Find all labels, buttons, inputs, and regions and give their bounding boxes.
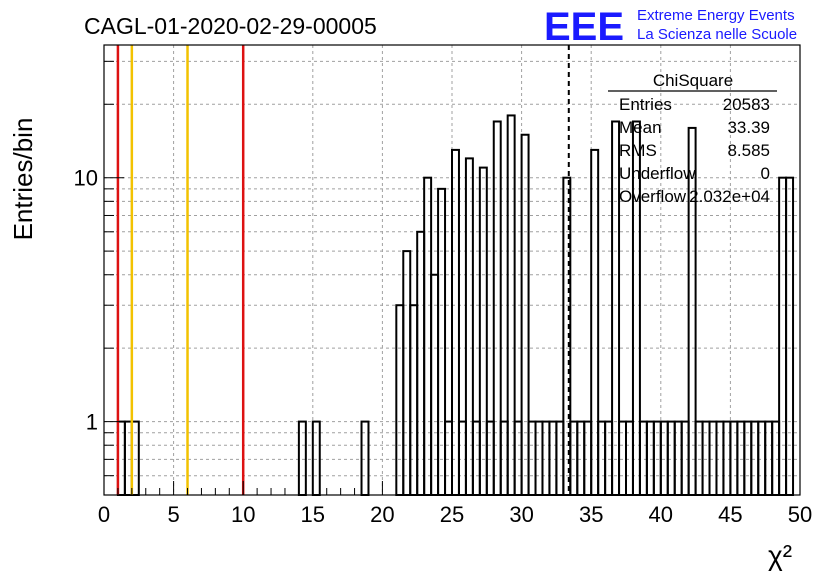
x-tick-label: 25 [440, 502, 464, 527]
logo-mark: EEE [544, 5, 624, 49]
marker-lines [116, 45, 570, 495]
axis-ticks: 0 5 10 15 20 25 30 35 40 45 50 1 10 [74, 60, 812, 527]
histogram-bin [409, 304, 419, 496]
x-tick-label: 40 [649, 502, 673, 527]
histogram-bin [464, 157, 474, 496]
histogram-bin [395, 304, 405, 496]
y-tick-label: 10 [74, 166, 98, 191]
stats-value: 8.585 [727, 141, 770, 160]
x-tick-label: 0 [98, 502, 110, 527]
stats-value: 2.032e+04 [689, 187, 770, 206]
x-tick-label: 5 [167, 502, 179, 527]
eee-logo: EEE Extreme Energy Events La Scienza nel… [544, 5, 797, 49]
run-title: CAGL-01-2020-02-29-00005 [84, 13, 377, 39]
histogram-bin [778, 176, 788, 496]
histogram-bin [785, 176, 795, 496]
x-tick-label: 50 [788, 502, 812, 527]
y-axis-label: Entries/bin [8, 118, 38, 241]
logo-line-1: Extreme Energy Events [637, 7, 795, 24]
x-axis-label: χ² [768, 540, 792, 571]
x-tick-label: 35 [579, 502, 603, 527]
histogram-bin [416, 230, 426, 496]
histogram-bin [430, 273, 440, 496]
stats-box: ChiSquare Entries 20583 Mean 33.39 RMS 8.585 U… [608, 71, 777, 206]
histogram-bin [423, 176, 433, 496]
y-tick-label: 1 [86, 410, 98, 435]
x-tick-label: 30 [509, 502, 533, 527]
stats-label: Entries [619, 95, 672, 114]
stats-label: Mean [619, 118, 662, 137]
x-tick-label: 15 [301, 502, 325, 527]
stats-label: Underflow [619, 164, 696, 183]
stats-label: Overflow [619, 187, 687, 206]
histogram-bin [402, 250, 412, 496]
stats-value: 0 [761, 164, 770, 183]
x-tick-label: 45 [718, 502, 742, 527]
stats-value: 20583 [723, 95, 770, 114]
stats-label: RMS [619, 141, 657, 160]
x-tick-label: 10 [231, 502, 255, 527]
x-tick-label: 20 [370, 502, 394, 527]
stats-title: ChiSquare [653, 71, 733, 90]
logo-line-2: La Scienza nelle Scuole [637, 26, 797, 43]
histogram-bin [437, 187, 447, 497]
stats-value: 33.39 [727, 118, 770, 137]
histogram-bin [478, 166, 488, 496]
